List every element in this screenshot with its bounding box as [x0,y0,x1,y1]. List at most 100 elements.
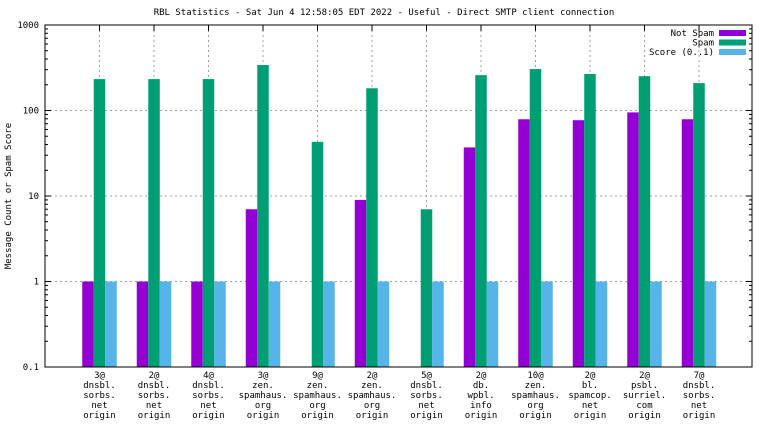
bar-not-spam [572,120,585,367]
x-tick-label-line: sorbs. [683,391,716,401]
x-tick-label: 5@ dnsbl. sorbs. net origin [410,371,443,421]
legend-swatch [719,30,746,36]
y-tick-label: 0.1 [23,363,39,373]
bar-not-spam [245,209,258,367]
x-tick-label-line: dnsbl. [192,381,225,391]
x-tick-label-line: zen. [525,381,547,391]
y-axis-label: Message Count or Spam Score [4,123,14,269]
x-tick-label-line: org [527,401,543,411]
x-tick-label-line: sorbs. [192,391,225,401]
x-tick-label-line: dnsbl. [83,381,116,391]
bar-spam [202,79,215,368]
bar-not-spam [191,281,203,367]
x-tick-label-line: wpbl. [467,391,494,401]
x-tick-label-line: dnsbl. [138,381,171,391]
x-tick-label-line: 4@ [203,371,214,381]
x-tick-label-line: 3@ [258,371,269,381]
x-tick-label-line: net [91,401,107,411]
x-tick-label-line: info [470,401,492,411]
x-tick-label-line: com [636,401,652,411]
x-tick-label-line: origin [410,411,443,421]
x-tick-label-line: net [418,401,434,411]
bar-not-spam [681,119,694,367]
y-tick-label: 1 [34,278,39,288]
x-tick-label-line: spamhaus. [293,391,342,401]
bar-spam [93,79,106,368]
x-tick-label-line: zen. [307,381,329,391]
x-tick-label: 4@ dnsbl. sorbs. net origin [192,371,225,421]
x-tick-label: 2@ dnsbl. sorbs. net origin [138,371,171,421]
x-tick-label-line: origin [628,411,661,421]
x-tick-label-line: sorbs. [83,391,116,401]
x-tick-label-line: surriel. [623,391,666,401]
x-tick-label-line: 2@ [367,371,378,381]
x-tick-label-line: sorbs. [138,391,171,401]
x-tick-label-line: zen. [361,381,383,391]
bar-spam [693,83,705,367]
x-tick-label-line: origin [465,411,498,421]
bar-not-spam [82,281,94,367]
bar-not-spam [627,112,639,367]
x-tick-label: 3@ dnsbl. sorbs. net origin [83,371,116,421]
x-tick-label: 2@ bl. spamcop. net origin [568,371,611,421]
bar-not-spam [136,281,149,367]
bars-layer [82,65,717,368]
x-tick-label-line: spamcop. [568,391,611,401]
bar-spam [257,65,269,367]
x-tick-label-line: spamhaus. [239,391,288,401]
x-tick-label-line: origin [683,411,716,421]
bar-score-0-1 [105,281,117,367]
bar-spam [420,209,433,367]
bar-spam [148,79,160,368]
x-tick-label-line: org [309,401,325,411]
bar-spam [475,75,487,367]
bar-score-0-1 [650,281,662,367]
x-tick-label-line: dnsbl. [683,381,716,391]
y-tick-label: 1000 [17,21,39,31]
bar-score-0-1 [323,281,335,367]
x-tick-label-line: origin [574,411,607,421]
bar-score-0-1 [268,281,281,367]
x-tick-label-line: net [146,401,162,411]
x-tick-label: 2@ zen. spamhaus. org origin [348,371,397,421]
x-tick-label-line: sorbs. [410,391,443,401]
x-tick-label-line: 2@ [639,371,650,381]
x-tick-label-line: origin [83,411,116,421]
x-tick-label: 2@ db. wpbl. info origin [465,371,498,421]
x-tick-label-line: 2@ [149,371,160,381]
bar-score-0-1 [432,281,444,367]
x-tick-label-line: origin [519,411,552,421]
x-tick-label-line: origin [356,411,389,421]
legend-label: Spam [692,39,714,49]
x-tick-label-line: spamhaus. [511,391,560,401]
bar-spam [366,88,378,368]
x-tick-label-line: psbl. [631,381,658,391]
bar-score-0-1 [595,281,608,367]
x-tick-label-line: 7@ [694,371,705,381]
x-tick-label-line: origin [247,411,280,421]
bar-spam [584,74,596,367]
x-tick-label: 3@ zen. spamhaus. org origin [239,371,288,421]
x-tick-label-line: 9@ [312,371,323,381]
x-tick-label: 10@ zen. spamhaus. org origin [511,371,560,421]
x-tick-label-line: origin [192,411,225,421]
y-tick-label: 10 [28,192,39,202]
x-tick-label-line: org [364,401,380,411]
legend-label: Not Spam [671,29,714,39]
bar-spam [638,76,651,368]
x-tick-label-line: spamhaus. [348,391,397,401]
x-tick-label-line: 5@ [421,371,432,381]
bar-not-spam [463,147,476,367]
bar-score-0-1 [541,281,553,367]
x-tick-label-line: 10@ [527,371,544,381]
x-tick-label: 2@ psbl. surriel. com origin [623,371,666,421]
x-tick-label-line: origin [301,411,334,421]
bar-score-0-1 [214,281,226,367]
x-tick-label-line: dnsbl. [410,381,443,391]
x-tick-label: 9@ zen. spamhaus. org origin [293,371,342,421]
ticks-layer: 0.1 1 10 100 1000 [17,21,752,373]
legend-swatch [719,49,746,55]
bar-score-0-1 [704,281,717,367]
